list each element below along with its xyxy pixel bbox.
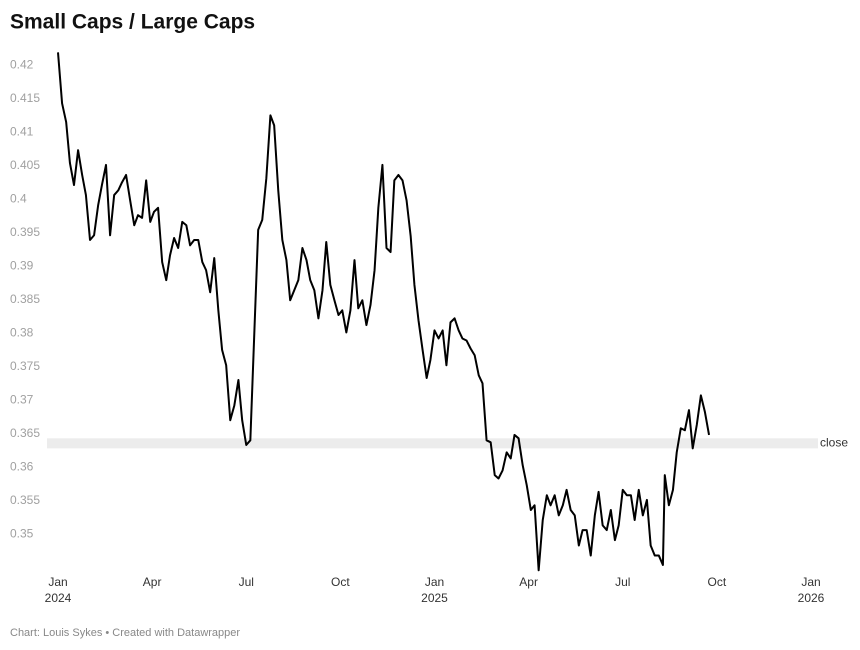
y-tick-label: 0.36: [10, 459, 34, 473]
y-tick-label: 0.385: [10, 292, 40, 306]
series-line: [57, 52, 711, 572]
close-label: close: [820, 435, 848, 449]
y-tick-label: 0.38: [10, 325, 34, 339]
x-tick-label: Apr: [519, 575, 538, 589]
y-tick-label: 0.365: [10, 426, 40, 440]
x-tick-sublabel: 2024: [45, 591, 72, 605]
chart-source: Chart: Louis Sykes • Created with Datawr…: [10, 627, 240, 639]
y-tick-label: 0.355: [10, 493, 40, 507]
x-tick-sublabel: 2025: [421, 591, 448, 605]
y-tick-label: 0.415: [10, 91, 40, 105]
y-tick-label: 0.395: [10, 225, 40, 239]
y-tick-label: 0.4: [10, 191, 27, 205]
x-tick-label: Oct: [331, 575, 350, 589]
x-tick-label: Jan: [48, 575, 67, 589]
x-tick-label: Oct: [708, 575, 727, 589]
x-tick-label: Jan: [801, 575, 820, 589]
x-tick-sublabel: 2026: [798, 591, 825, 605]
x-tick-label: Jan: [425, 575, 444, 589]
x-tick-label: Jul: [239, 575, 254, 589]
y-tick-label: 0.39: [10, 258, 34, 272]
y-tick-label: 0.42: [10, 57, 34, 71]
y-tick-label: 0.35: [10, 526, 34, 540]
y-tick-label: 0.405: [10, 158, 40, 172]
close-band: [47, 438, 818, 449]
chart-title: Small Caps / Large Caps: [10, 11, 255, 34]
y-tick-label: 0.37: [10, 392, 34, 406]
x-tick-label: Apr: [143, 575, 162, 589]
y-tick-label: 0.375: [10, 359, 40, 373]
y-tick-label: 0.41: [10, 124, 34, 138]
x-tick-label: Jul: [615, 575, 630, 589]
